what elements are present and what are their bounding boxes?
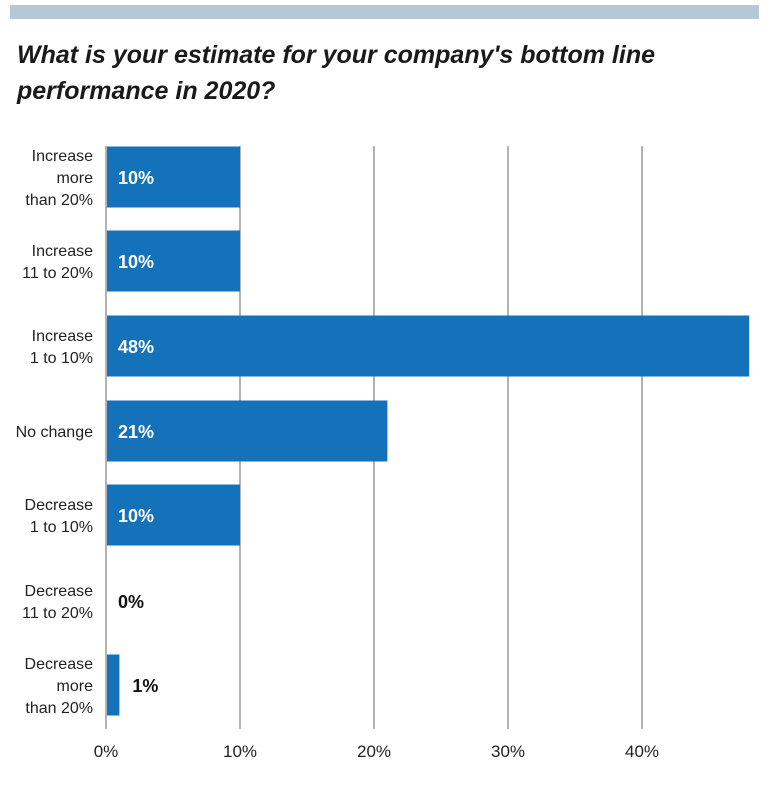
bar [106, 484, 240, 546]
x-tick-label: 10% [223, 742, 257, 761]
x-tick-label: 0% [94, 742, 119, 761]
value-label: 21% [118, 422, 154, 442]
x-tick-label: 40% [625, 742, 659, 761]
bar [106, 146, 240, 208]
value-label: 0% [118, 592, 144, 612]
category-label: Increase 1 to 10% [30, 328, 93, 367]
category-label: Increase 11 to 20% [22, 243, 93, 282]
x-tick-label: 20% [357, 742, 391, 761]
value-label: 10% [118, 506, 154, 526]
bar [106, 230, 240, 292]
category-label: Decrease 1 to 10% [25, 497, 94, 536]
category-label: Decrease 11 to 20% [22, 583, 93, 622]
bar [106, 315, 750, 377]
x-tick-label: 30% [491, 742, 525, 761]
bar [106, 654, 120, 716]
header-accent-bar [10, 5, 759, 19]
value-label: 1% [132, 676, 158, 696]
category-label: Decrease more than 20% [25, 656, 94, 717]
category-label: Increase more than 20% [25, 148, 93, 209]
bar [106, 400, 388, 462]
value-label: 10% [118, 168, 154, 188]
value-label: 48% [118, 337, 154, 357]
value-label: 10% [118, 252, 154, 272]
chart-title: What is your estimate for your company's… [17, 41, 655, 105]
category-label: No change [16, 424, 93, 441]
